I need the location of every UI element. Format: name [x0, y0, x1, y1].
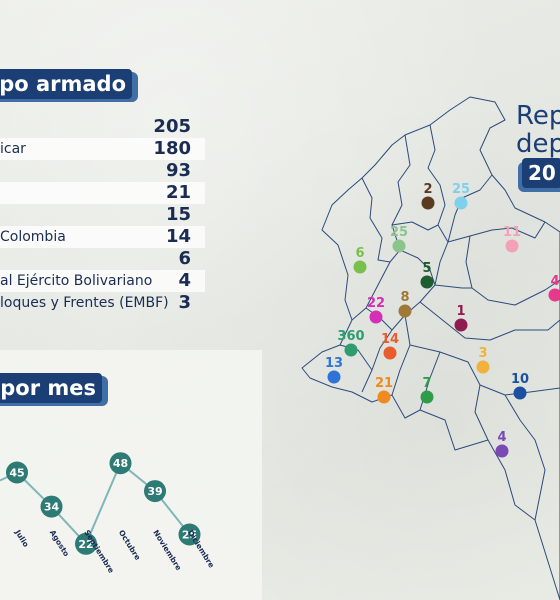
- row-value: 14: [165, 226, 191, 247]
- row-value: 3: [178, 292, 191, 313]
- series-line-segment: [85, 462, 122, 545]
- table-row: 15: [0, 204, 205, 226]
- map-outline: [301, 96, 560, 600]
- table-row: 6: [0, 248, 205, 270]
- row-value: 4: [178, 270, 191, 291]
- armed-group-heading-bar: po armado: [0, 69, 138, 102]
- table-row: loques y Frentes (EMBF) 3: [0, 292, 205, 314]
- table-row: icar 180: [0, 138, 205, 160]
- data-point: [40, 495, 63, 518]
- data-label: 39: [147, 485, 162, 498]
- data-point: [6, 461, 28, 484]
- table-row: al Ejército Bolivariano 4: [0, 270, 205, 292]
- map-year: 20: [522, 158, 560, 188]
- map-border: [434, 284, 472, 289]
- map-marker-value: 4: [550, 274, 559, 289]
- map-border: [391, 221, 439, 231]
- map-title-line2: dep: [516, 129, 560, 159]
- data-label: 34: [44, 501, 60, 514]
- map-marker-value: 4: [497, 430, 506, 445]
- map-marker-value: 8: [400, 290, 409, 305]
- map-border: [474, 384, 489, 441]
- data-point: [144, 480, 166, 503]
- row-label: icar: [0, 141, 26, 157]
- map-marker-value: 7: [422, 376, 431, 391]
- map-marker-dot: [327, 370, 341, 384]
- map-marker-dot: [454, 196, 468, 210]
- map-marker-dot: [513, 386, 527, 400]
- data-label: 48: [113, 457, 128, 470]
- map-title: Rep dep: [516, 102, 560, 158]
- row-value: 21: [165, 182, 191, 203]
- map-border: [419, 301, 560, 341]
- map-border: [391, 314, 411, 396]
- row-value: 180: [153, 138, 191, 159]
- map-marker-dot: [369, 310, 383, 324]
- row-value: 93: [165, 160, 191, 181]
- data-label: 45: [9, 467, 24, 480]
- map-marker-value: 1: [456, 304, 465, 319]
- map-marker-value: 22: [367, 296, 385, 311]
- armed-group-table: 205 icar 180 93 21 15 Colombia 14 6 al Ejército B…: [0, 116, 210, 314]
- map-marker-dot: [421, 196, 435, 210]
- table-row: 93: [0, 160, 205, 182]
- data-label: 22: [78, 538, 93, 551]
- map-border: [465, 235, 560, 306]
- map-border: [361, 124, 449, 393]
- table-row: Colombia 14: [0, 226, 205, 248]
- map-marker-dot: [548, 288, 560, 302]
- map-marker-value: 25: [452, 182, 470, 197]
- armed-group-heading: po armado: [0, 69, 132, 99]
- map-marker-value: 25: [390, 225, 408, 240]
- map-marker-dot: [454, 318, 468, 332]
- map-marker-value: 13: [325, 356, 343, 371]
- map-marker-value: 14: [381, 332, 399, 347]
- map-marker-value: 5: [422, 261, 431, 276]
- map-marker-dot: [383, 346, 397, 360]
- map-marker-value: 3: [478, 346, 487, 361]
- map-marker-value: 360: [337, 329, 364, 344]
- map-title-line1: Rep: [516, 101, 560, 131]
- map-marker-dot: [377, 390, 391, 404]
- map-marker-value: 21: [375, 376, 393, 391]
- data-point: [109, 452, 132, 475]
- map-marker-value: 10: [511, 372, 529, 387]
- row-value: 6: [178, 248, 191, 269]
- map-marker-dot: [398, 304, 412, 318]
- row-label: Colombia: [0, 229, 66, 245]
- map-marker-dot: [344, 343, 358, 357]
- map-marker-value: 6: [355, 246, 364, 261]
- table-row: 21: [0, 182, 205, 204]
- row-label: al Ejército Bolivariano: [0, 273, 153, 289]
- map-border: [447, 221, 546, 243]
- map-marker-dot: [476, 360, 490, 374]
- data-label: 25: [182, 529, 197, 542]
- map-marker-dot: [420, 275, 434, 289]
- month-chart-title: por mes: [0, 373, 102, 403]
- map-marker-dot: [353, 260, 367, 274]
- map-border: [361, 177, 391, 263]
- map-marker-value: 2: [423, 182, 432, 197]
- map-border: [504, 394, 546, 521]
- row-label: loques y Frentes (EMBF): [0, 295, 169, 311]
- map-marker-dot: [420, 390, 434, 404]
- map-border: [399, 249, 436, 286]
- data-point: [75, 532, 97, 555]
- table-row: 205: [0, 116, 205, 138]
- map-marker-dot: [495, 444, 509, 458]
- map-marker-value: 11: [503, 225, 521, 240]
- map-marker-dot: [505, 239, 519, 253]
- row-value: 15: [165, 204, 191, 225]
- map-marker-dot: [392, 239, 406, 253]
- month-heading-bar: por mes: [0, 373, 108, 406]
- data-point: [178, 523, 201, 546]
- row-value: 205: [153, 116, 191, 137]
- map-year-bar: 20: [518, 158, 560, 192]
